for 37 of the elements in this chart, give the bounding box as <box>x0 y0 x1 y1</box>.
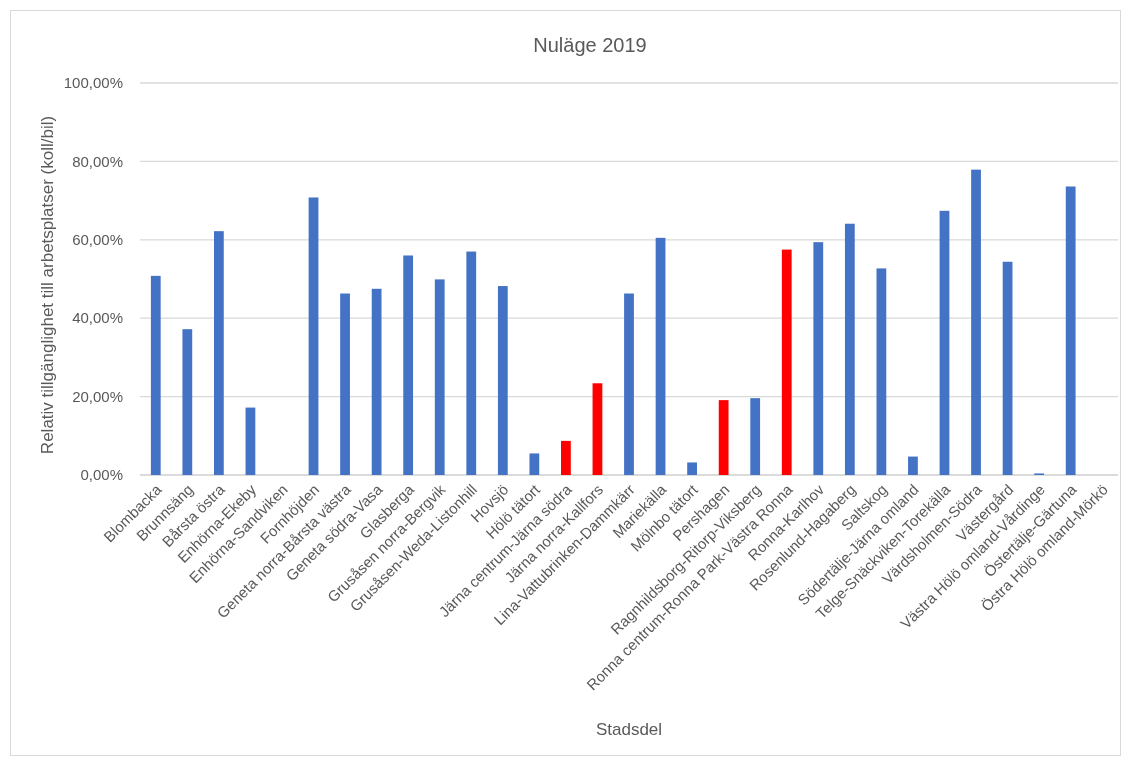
bar <box>371 288 382 475</box>
bar <box>813 242 824 475</box>
bar <box>561 440 571 475</box>
bar <box>781 249 792 475</box>
bar <box>1065 186 1076 475</box>
bar <box>150 275 161 475</box>
y-tick-label: 0,00% <box>80 466 123 484</box>
bar <box>182 329 193 475</box>
chart-title: Nuläge 2019 <box>533 34 647 56</box>
y-tick-label: 20,00% <box>72 387 123 405</box>
bar <box>308 197 319 475</box>
y-tick-label: 40,00% <box>72 309 123 327</box>
bar <box>939 210 950 475</box>
y-axis-title: Relativ tillgänglighet till arbetsplatser (koll/bil) <box>37 115 57 455</box>
bar <box>497 286 508 475</box>
bar <box>529 453 540 475</box>
bar <box>908 456 918 475</box>
y-tick-label: 100,00% <box>63 74 123 92</box>
bar <box>750 398 761 475</box>
bar <box>718 400 729 475</box>
bar <box>624 293 634 475</box>
bar <box>466 251 477 475</box>
bar <box>687 462 697 475</box>
bar <box>403 255 414 475</box>
bar <box>592 383 603 475</box>
bar <box>876 268 887 475</box>
bar <box>971 169 981 475</box>
bar <box>434 279 445 475</box>
bar <box>340 293 350 475</box>
bar <box>1002 261 1013 475</box>
y-tick-label: 80,00% <box>72 152 123 170</box>
bar <box>245 407 256 475</box>
bar <box>655 237 666 475</box>
x-axis-title: Stadsdel <box>595 720 663 739</box>
y-tick-label: 60,00% <box>72 231 123 249</box>
bar <box>844 223 855 475</box>
bar <box>213 231 224 475</box>
